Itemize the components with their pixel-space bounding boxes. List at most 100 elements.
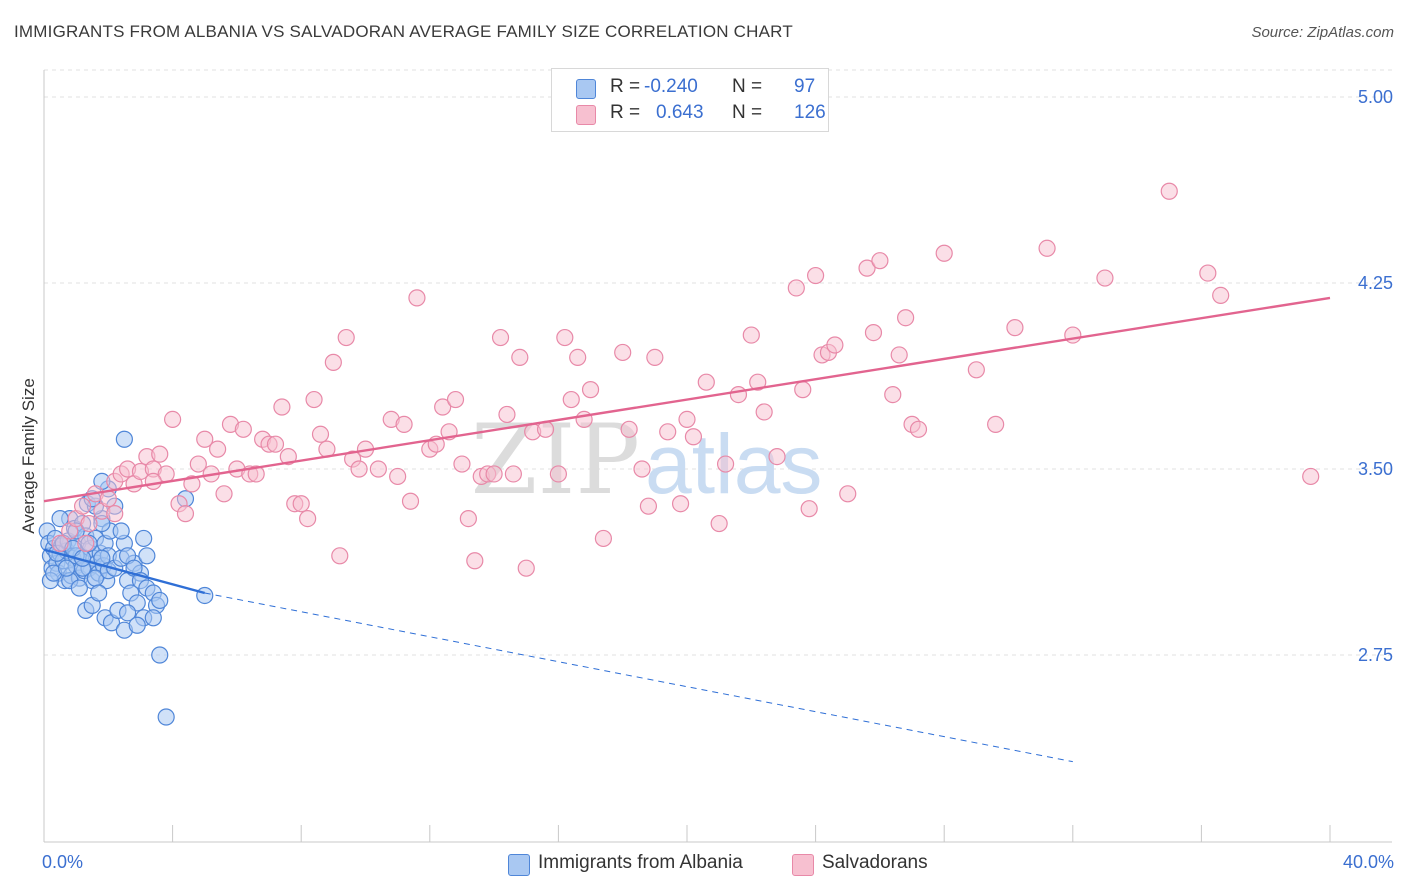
salvadoran-point	[299, 509, 317, 528]
salvadoran-point	[864, 324, 883, 342]
legend-r-value: 0.643	[656, 102, 704, 123]
albania-point	[128, 616, 146, 634]
salvadoran-point	[51, 534, 69, 553]
salvadoran-point	[189, 455, 207, 473]
salvadoran-point	[266, 435, 285, 453]
salvadoran-point	[755, 403, 773, 421]
legend-n-label: N =	[732, 76, 763, 97]
legend-n-value: 126	[794, 102, 826, 123]
salvadoran-point	[395, 415, 413, 433]
salvadoran-point	[549, 465, 568, 483]
salvadoran-point	[466, 552, 484, 570]
salvadoran-point	[73, 497, 92, 515]
salvadoran-trend-line	[43, 296, 1331, 503]
legend-r-label: R =	[610, 76, 641, 97]
legend-r-label: R =	[610, 102, 641, 123]
salvadoran-point	[176, 505, 195, 523]
salvadoran-point	[408, 289, 426, 307]
salvadoran-point	[106, 505, 124, 523]
albania-legend-label: Immigrants from Albania	[538, 852, 743, 873]
albania-point	[135, 529, 153, 548]
albania-point	[144, 609, 162, 627]
y-tick-label: 4.25	[1358, 273, 1393, 293]
salvadoran-point	[710, 514, 728, 533]
legend-n-value: 97	[794, 76, 816, 97]
salvadoran-point	[967, 361, 985, 379]
salvadoran-point	[800, 500, 818, 518]
salvadoran-point	[369, 460, 387, 478]
salvadoran-legend-label: Salvadorans	[822, 852, 928, 873]
salvadoran-point	[389, 467, 407, 486]
salvadoran-point	[787, 279, 805, 297]
gridlines	[44, 69, 1392, 656]
y-tick-labels: 2.75 3.50 4.25 5.00	[1358, 87, 1393, 665]
salvadoran-point	[151, 445, 169, 463]
albania-legend-swatch	[508, 854, 530, 876]
salvadoran-point	[446, 390, 465, 409]
salvadoran-point	[884, 386, 902, 404]
salvadoran-point	[215, 485, 233, 503]
salvadoran-point	[858, 259, 876, 277]
correlation-legend: R = -0.240 N = 97 R = 0.643 N = 126	[551, 68, 829, 132]
legend-n-label: N =	[732, 102, 763, 123]
y-tick-label: 2.75	[1358, 645, 1393, 665]
salvadoran-point	[671, 495, 690, 513]
salvadoran-point	[209, 440, 227, 458]
salvadoran-point	[909, 420, 928, 438]
salvadoran-point	[324, 353, 342, 371]
salvadoran-point	[839, 485, 857, 503]
salvadoran-point	[826, 336, 844, 354]
salvadoran-point	[806, 266, 825, 285]
y-tick-label: 5.00	[1358, 87, 1393, 107]
salvadoran-point	[80, 514, 98, 533]
salvadoran-point	[234, 420, 252, 438]
salvadoran-point	[614, 343, 632, 362]
salvadoran-point	[646, 348, 664, 366]
albania-point	[57, 559, 76, 577]
salvadoran-point	[684, 428, 703, 446]
chart-title: IMMIGRANTS FROM ALBANIA VS SALVADORAN AV…	[14, 22, 793, 41]
salvadoran-point	[485, 465, 503, 483]
salvadoran-point	[273, 398, 291, 416]
salvadoran-point	[491, 328, 510, 347]
salvadoran-point	[1212, 286, 1230, 304]
axes	[43, 70, 1392, 843]
salvadoran-point	[504, 465, 522, 483]
series-legend: Immigrants from Albania Salvadorans	[0, 852, 1406, 878]
salvadoran-point	[633, 460, 651, 478]
salvadoran-point	[1038, 239, 1056, 257]
salvadoran-point	[581, 381, 600, 399]
salvadoran-point	[569, 348, 587, 366]
salvadoran-point	[331, 547, 349, 565]
salvadoran-point	[183, 475, 201, 493]
salvadoran-point	[1302, 467, 1320, 486]
salvadoran-point	[305, 390, 323, 409]
salvadoran-point	[517, 559, 535, 577]
salvadoran-point	[768, 448, 786, 466]
albania-point	[151, 591, 169, 610]
legend-r-value: -0.240	[644, 76, 698, 97]
albania-swatch	[576, 79, 596, 99]
salvadoran-point	[742, 326, 760, 344]
salvadoran-point	[164, 410, 182, 428]
salvadoran-point	[639, 497, 658, 515]
salvadoran-point	[562, 390, 580, 409]
albania-point	[151, 646, 169, 664]
salvadoran-point	[311, 425, 330, 443]
salvadoran-point	[196, 430, 214, 448]
salvadoran-point	[337, 328, 355, 347]
salvadoran-points	[51, 182, 1320, 577]
salvadoran-point	[292, 495, 310, 513]
albania-point	[196, 586, 214, 605]
x-tick-label-max: 40.0%	[1342, 852, 1394, 872]
albania-point	[138, 547, 156, 565]
salvadoran-point	[1160, 182, 1178, 200]
salvadoran-point	[511, 348, 529, 366]
salvadoran-point	[897, 309, 915, 327]
salvadoran-point	[144, 472, 162, 490]
salvadoran-point	[716, 455, 735, 473]
salvadoran-point	[697, 373, 715, 391]
salvadoran-point	[659, 423, 677, 441]
salvadoran-point	[729, 386, 748, 404]
